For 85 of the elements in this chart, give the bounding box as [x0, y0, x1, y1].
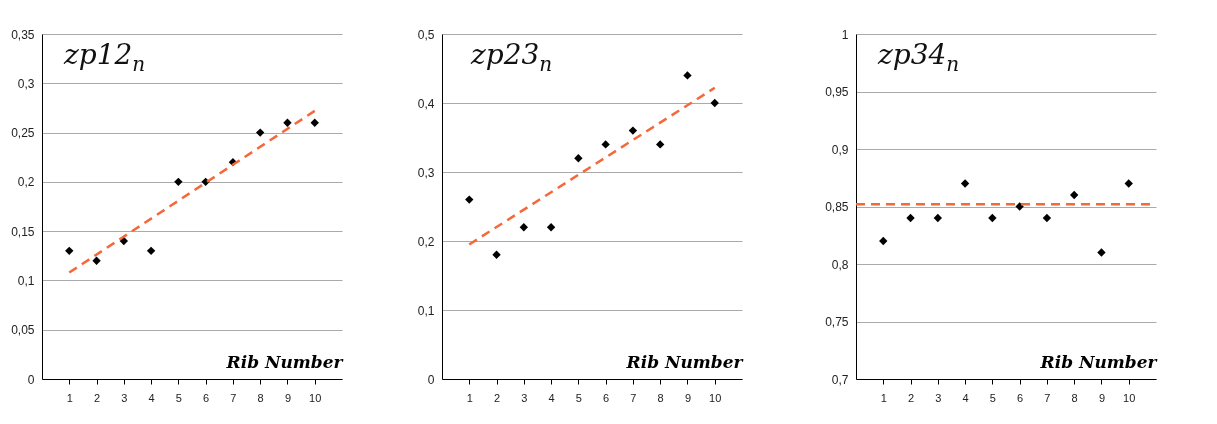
x-tick-label: 2 [493, 391, 501, 404]
x-tick-label: 3 [935, 391, 942, 404]
point [574, 154, 583, 163]
x-tick-label: 10 [709, 391, 722, 404]
x-tick-label: 4 [148, 391, 155, 404]
x-tick-label: 5 [575, 391, 582, 404]
y-tick-label: 0,85 [825, 200, 849, 214]
y-tick-label: 1 [841, 27, 849, 42]
point [988, 213, 997, 223]
point [310, 118, 319, 127]
x-tick-label: 9 [284, 391, 292, 404]
point [146, 246, 156, 256]
y-tick-label: 0,75 [825, 315, 849, 329]
x-tick-label: 6 [603, 391, 610, 404]
x-tick-label: 5 [989, 391, 996, 404]
point [119, 236, 128, 246]
x-tick-label: 2 [907, 391, 915, 404]
x-tick-label: 7 [630, 391, 637, 404]
x-tick-label: 5 [175, 391, 182, 404]
point [656, 140, 665, 149]
x-tick-label: 1 [880, 391, 887, 404]
y-tick-label: 0,2 [17, 175, 35, 190]
point [1124, 179, 1133, 188]
y-tick-label: 0 [427, 372, 435, 387]
x-tick-label: 1 [66, 391, 73, 404]
x-tick-label: 3 [121, 391, 128, 404]
y-tick-label: 0,3 [17, 76, 35, 91]
point [710, 98, 719, 108]
point [1015, 202, 1024, 211]
chart-title: zp12$_{n}$ [64, 38, 146, 76]
x-tick-label: 3 [521, 391, 528, 404]
point [960, 179, 970, 188]
point [1070, 190, 1079, 200]
point [492, 250, 501, 259]
y-tick-label: 0,25 [11, 126, 35, 141]
point [879, 236, 888, 246]
y-tick-label: 0,15 [11, 224, 35, 239]
x-tick-label: 4 [962, 391, 969, 404]
x-tick-label: 8 [257, 391, 264, 404]
point [92, 256, 101, 265]
point [1042, 213, 1052, 223]
x-tick-label: 7 [230, 391, 237, 404]
point [465, 195, 474, 204]
point [546, 223, 556, 232]
point [283, 118, 292, 127]
point [906, 213, 915, 223]
y-tick-label: 0 [27, 372, 35, 387]
y-tick-label: 0,3 [417, 165, 435, 180]
y-tick-label: 0,1 [17, 273, 35, 288]
x-tick-label: 9 [684, 391, 692, 404]
x-axis-title: Rib Number [625, 351, 744, 372]
x-axis-title: Rib Number [1039, 351, 1158, 372]
point [174, 177, 183, 187]
x-tick-label: 1 [466, 391, 473, 404]
point [601, 140, 610, 149]
y-tick-label: 0,2 [417, 234, 435, 249]
x-axis-title: Rib Number [225, 351, 344, 372]
x-tick-label: 8 [657, 391, 664, 404]
y-tick-label: 0,7 [831, 372, 849, 387]
x-tick-label: 9 [1098, 391, 1106, 404]
point [65, 246, 74, 256]
y-tick-label: 0,4 [417, 96, 435, 111]
x-tick-label: 6 [203, 391, 210, 404]
chart-title: zp23$_{n}$ [471, 38, 553, 76]
point [683, 71, 692, 80]
y-tick-label: 0,05 [11, 323, 35, 338]
y-tick-label: 0,95 [825, 85, 849, 99]
x-tick-label: 2 [93, 391, 101, 404]
y-tick-label: 0,8 [831, 257, 849, 272]
y-tick-label: 0,1 [417, 303, 435, 318]
y-tick-label: 0,35 [11, 27, 35, 42]
y-tick-label: 0,9 [831, 142, 849, 157]
point [1097, 248, 1106, 257]
chart-title: zp34$_{n}$ [878, 38, 960, 76]
point [628, 126, 638, 135]
x-tick-label: 10 [1123, 391, 1136, 404]
point [256, 128, 265, 137]
x-tick-label: 6 [1017, 391, 1024, 404]
x-tick-label: 8 [1071, 391, 1078, 404]
x-tick-label: 10 [309, 391, 322, 404]
point [933, 213, 942, 223]
point [519, 223, 528, 232]
x-tick-label: 7 [1044, 391, 1051, 404]
y-tick-label: 0,5 [417, 27, 435, 42]
x-tick-label: 4 [548, 391, 555, 404]
